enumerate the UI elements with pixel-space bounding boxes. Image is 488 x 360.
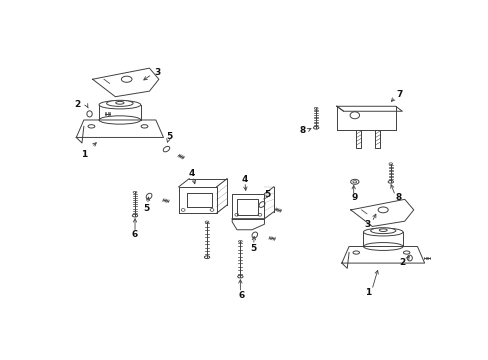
Text: 7: 7	[395, 90, 402, 99]
Text: 1: 1	[81, 150, 87, 158]
Ellipse shape	[106, 100, 133, 107]
Ellipse shape	[363, 228, 402, 236]
Ellipse shape	[132, 214, 138, 217]
Text: 4: 4	[241, 175, 247, 184]
Text: 5: 5	[143, 204, 149, 213]
Ellipse shape	[237, 275, 243, 278]
Ellipse shape	[163, 147, 169, 152]
Ellipse shape	[370, 228, 395, 234]
Text: 4: 4	[188, 169, 195, 178]
Ellipse shape	[379, 229, 386, 231]
Text: 3: 3	[364, 220, 370, 229]
Text: 6: 6	[238, 291, 244, 300]
Text: 5: 5	[264, 190, 270, 199]
Ellipse shape	[146, 193, 152, 199]
Text: 8: 8	[394, 193, 401, 202]
Ellipse shape	[87, 111, 92, 117]
Ellipse shape	[99, 100, 141, 109]
Text: 6: 6	[132, 230, 138, 239]
Text: 2: 2	[398, 258, 405, 267]
Ellipse shape	[313, 126, 318, 129]
Text: 1: 1	[364, 288, 370, 297]
Ellipse shape	[363, 243, 402, 251]
Text: 3: 3	[154, 68, 161, 77]
Text: 5: 5	[250, 244, 256, 253]
Ellipse shape	[99, 116, 141, 124]
Ellipse shape	[407, 255, 411, 261]
Ellipse shape	[350, 179, 358, 184]
Ellipse shape	[204, 256, 209, 258]
Text: 9: 9	[351, 193, 357, 202]
Ellipse shape	[387, 180, 393, 183]
Text: 5: 5	[165, 131, 172, 140]
Ellipse shape	[251, 232, 257, 238]
Text: 8: 8	[299, 126, 305, 135]
Text: 2: 2	[74, 100, 80, 109]
Ellipse shape	[259, 202, 264, 207]
Ellipse shape	[116, 102, 124, 104]
